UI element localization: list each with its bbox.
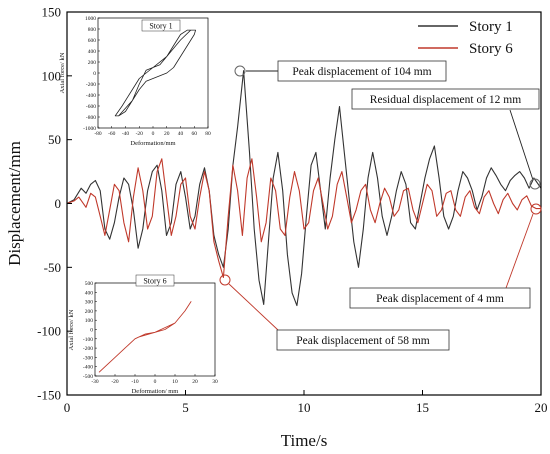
annotation-marker-peak-104 (234, 65, 246, 77)
inset-story-6-y-tick-label: 500 (85, 281, 94, 287)
inset-story-1-y-tick-label: -1000 (83, 126, 96, 132)
inset-story-6-y-label: Axial force/ kN (68, 309, 75, 350)
legend-label-story-1: Story 1 (469, 19, 513, 35)
main-y-tick-label: 0 (55, 196, 62, 211)
inset-story-1-x-label: Deformation/mm (130, 140, 175, 147)
inset-story-1-y-tick-label: -400 (86, 93, 96, 99)
inset-story-6-x-tick-label: 30 (212, 379, 218, 385)
inset-story-1-y-tick-label: -800 (86, 115, 96, 121)
inset-story-1-x-tick-label: 0 (152, 131, 155, 137)
inset-story-1-frame (97, 17, 209, 129)
main-series-story-6 (66, 158, 541, 279)
legend-label-story-6: Story 6 (469, 41, 513, 57)
inset-story-1-y-tick-label: 400 (88, 49, 97, 55)
annotation-arrow-peak-4 (505, 213, 534, 289)
main-y-tick-label: -100 (37, 324, 61, 339)
inset-story-1-x-tick-label: 40 (178, 131, 184, 137)
inset-story-1-y-tick-label: -200 (86, 82, 96, 88)
annotation-peak-104: Peak displacement of 104 mm (234, 60, 447, 82)
inset-story-6-series-story-6 (98, 301, 192, 373)
inset-story-1-y-tick-label: 0 (93, 71, 96, 77)
inset-story-6-x-tick-label: -10 (131, 379, 139, 385)
annotation-text-peak-104: Peak displacement of 104 mm (292, 66, 431, 78)
main-x-tick-label: 20 (535, 400, 548, 415)
inset-story-1-y-label: Axial force/ kN (59, 52, 66, 93)
annotation-box-residual-12 (351, 88, 540, 110)
annotation-text-residual-12: Residual displacement of 12 mm (370, 94, 521, 106)
inset-story-1-x-tick-label: -40 (122, 131, 130, 137)
inset-story-1: -80 -60 -40 -20 0 20 40 60 80-1000-800-600-400-2… (59, 16, 211, 147)
annotation-box-peak-4 (349, 287, 531, 309)
inset-story-6: -30 -20 -10 0 10 20 30-500-400-300-200-1000100… (68, 274, 218, 395)
inset-story-6-y-tick-label: 0 (90, 328, 93, 334)
inset-story-6-x-tick-label: -20 (111, 379, 119, 385)
annotation-peak-58: Peak displacement of 58 mm (219, 274, 450, 351)
inset-story-1-title-box (141, 19, 181, 32)
inset-story-1-y-tick-label: 200 (88, 60, 97, 66)
annotation-box-peak-104 (277, 60, 447, 82)
annotation-residual-12: Residual displacement of 12 mm (351, 88, 541, 190)
inset-story-1-x-tick-label: 60 (192, 131, 198, 137)
inset-story-1-y-tick-label: 800 (88, 27, 97, 33)
main-series-story-1 (66, 70, 542, 307)
annotation-arrow-residual-12 (509, 109, 534, 181)
y-axis-title: Displacement/mm (5, 141, 24, 266)
x-axis-title: Time/s (281, 431, 328, 450)
inset-story-6-y-tick-label: 400 (85, 290, 94, 296)
inset-story-6-title: Story 6 (143, 277, 166, 286)
inset-story-6-y-tick-label: 300 (85, 300, 94, 306)
inset-story-1-y-tick-label: 1000 (85, 16, 96, 22)
inset-story-1-content: -80 -60 -40 -20 0 20 40 60 80-1000-800-600-400-2… (83, 16, 211, 137)
inset-story-1-y-tick-label: 600 (88, 38, 97, 44)
annotation-box-peak-58 (276, 329, 450, 351)
main-x-tick-label: 5 (182, 400, 189, 415)
annotation-marker-peak-4 (530, 203, 542, 215)
inset-story-1-x-tick-label: 80 (205, 131, 211, 137)
inset-story-1-x-tick-label: -20 (136, 131, 144, 137)
annotation-text-peak-58: Peak displacement of 58 mm (296, 335, 430, 347)
inset-story-6-x-tick-label: 10 (172, 379, 178, 385)
main-y-tick-label: 150 (42, 5, 62, 20)
inset-story-6-y-tick-label: -400 (83, 365, 93, 371)
main-x-tick-label: 0 (64, 400, 71, 415)
inset-story-1-x-tick-label: -60 (108, 131, 116, 137)
inset-story-6-y-tick-label: 100 (85, 318, 94, 324)
main-x-tick-label: 10 (298, 400, 311, 415)
inset-story-6-y-tick-label: -100 (83, 337, 93, 343)
main-y-tick-label: 100 (42, 68, 62, 83)
inset-story-1-x-tick-label: 20 (164, 131, 170, 137)
legend: Story 1 Story 6 (418, 19, 513, 57)
inset-story-6-y-tick-label: -500 (83, 374, 93, 380)
main-y-tick-label: -150 (37, 388, 61, 403)
annotation-arrow-peak-58 (228, 283, 279, 331)
inset-story-6-content: -30 -20 -10 0 10 20 30-500-400-300-200-1000100… (83, 281, 218, 385)
inset-story-1-x-tick-label: -80 (94, 131, 102, 137)
inset-story-6-x-tick-label: 0 (154, 379, 157, 385)
inset-story-6-title-box (135, 274, 175, 287)
annotation-peak-4: Peak displacement of 4 mm (349, 203, 542, 309)
inset-story-6-frame (94, 282, 216, 377)
inset-story-1-title: Story 1 (149, 22, 172, 31)
inset-story-6-x-label: Deformation/ mm (132, 388, 179, 395)
inset-story-6-x-tick-label: -30 (91, 379, 99, 385)
main-x-tick-label: 15 (416, 400, 429, 415)
inset-story-6-y-tick-label: -200 (83, 346, 93, 352)
inset-story-6-y-tick-label: 200 (85, 309, 94, 315)
inset-story-6-x-tick-label: 20 (192, 379, 198, 385)
main-series-layer (66, 70, 542, 307)
main-y-tick-label: 50 (48, 132, 61, 147)
annotation-marker-residual-12 (529, 178, 541, 190)
annotation-text-peak-4: Peak displacement of 4 mm (376, 293, 504, 305)
inset-story-1-y-tick-label: -600 (86, 104, 96, 110)
inset-story-1-series-story-1 (114, 29, 196, 117)
main-y-tick-label: -50 (44, 260, 61, 275)
inset-story-6-y-tick-label: -300 (83, 355, 93, 361)
annotation-marker-peak-58 (219, 274, 231, 286)
